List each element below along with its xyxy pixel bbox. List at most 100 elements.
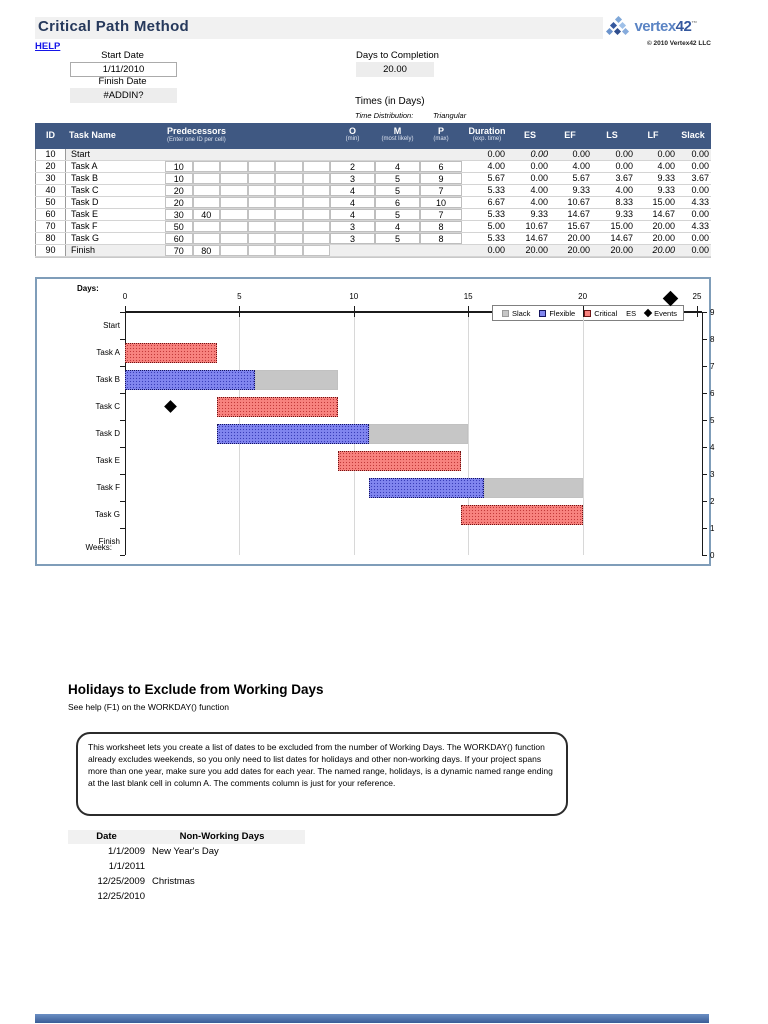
ls-cell: 8.33 [615,197,633,207]
predecessor-cell[interactable] [192,185,220,196]
holiday-date-cell[interactable]: 1/1/2009 [108,846,145,857]
table-row: 30 Task B 10 3 5 9 5.67 0.00 5.67 3.67 9.33 3.67 [35,173,711,185]
estimate-cell-p[interactable]: 6 [420,161,462,172]
predecessor-cell[interactable] [302,221,330,232]
estimate-cell-o[interactable]: 3 [330,233,375,244]
predecessor-cell[interactable] [302,197,330,208]
predecessor-cell[interactable] [302,209,330,220]
estimate-cell-p[interactable]: 8 [420,221,462,232]
predecessor-cell[interactable] [247,161,275,172]
holiday-date-cell[interactable]: 1/1/2011 [108,861,145,872]
ls-cell: 4.00 [615,185,633,195]
predecessor-cell[interactable] [302,245,330,256]
gantt-bar-flexible [216,423,370,444]
predecessor-cell[interactable] [220,173,248,184]
slack-cell: 0.00 [691,185,709,195]
predecessor-cell[interactable]: 10 [165,161,193,172]
predecessor-cell[interactable] [275,161,303,172]
predecessor-cell[interactable] [247,185,275,196]
holiday-date-cell[interactable]: 12/25/2010 [97,891,145,902]
predecessor-cell[interactable] [247,233,275,244]
estimate-cell-m[interactable]: 5 [375,173,420,184]
duration-cell: 0.00 [487,149,505,159]
estimate-cell-p[interactable]: 8 [420,233,462,244]
predecessor-cell[interactable]: 20 [165,185,193,196]
predecessor-cell[interactable]: 30 [165,209,193,220]
right-axis-tick-label: 0 [710,551,715,560]
predecessor-cell[interactable] [192,233,220,244]
predecessor-cell[interactable] [275,209,303,220]
predecessor-cell[interactable] [247,197,275,208]
holiday-date-cell[interactable]: 12/25/2009 [97,876,145,887]
gridline [468,312,470,555]
predecessor-cell[interactable] [220,197,248,208]
predecessor-cell[interactable] [302,161,330,172]
time-distribution-value: Triangular [433,111,467,120]
estimate-cell-p[interactable]: 10 [420,197,462,208]
predecessor-cell[interactable] [247,173,275,184]
predecessor-cell[interactable] [247,245,275,256]
help-link[interactable]: HELP [35,41,61,52]
predecessor-cell[interactable] [220,245,248,256]
estimate-cell-m[interactable]: 4 [375,221,420,232]
col-header-es: ES [523,130,536,140]
predecessor-cell[interactable] [275,185,303,196]
predecessor-cell[interactable] [192,173,220,184]
gantt-bar-slack [254,369,339,390]
x-axis-tick [239,306,241,317]
predecessor-cell[interactable] [302,173,330,184]
predecessor-cell[interactable] [302,233,330,244]
predecessor-cell[interactable] [275,197,303,208]
predecessor-cell[interactable] [220,161,248,172]
ef-cell: 15.67 [567,221,590,231]
category-axis-tick [120,501,125,502]
estimate-cell-o[interactable]: 3 [330,173,375,184]
estimate-cell-o[interactable]: 2 [330,161,375,172]
predecessor-cell[interactable]: 80 [192,245,220,256]
predecessor-cell[interactable] [220,221,248,232]
holiday-table-body: 1/1/2009 New Year's Day 1/1/2011 12/25/2009… [68,846,368,908]
estimate-cell-m[interactable]: 6 [375,197,420,208]
predecessor-cell[interactable]: 60 [165,233,193,244]
predecessor-cell[interactable] [275,221,303,232]
ls-cell: 0.00 [615,161,633,171]
x-axis-tick [125,306,126,317]
table-row: 20 Task A 10 2 4 6 4.00 0.00 4.00 0.00 4.00 0.00 [35,161,711,173]
estimate-cell-m[interactable]: 5 [375,209,420,220]
estimate-cell-o[interactable]: 4 [330,209,375,220]
col-header-ef: EF [564,130,576,140]
estimate-cell-o[interactable]: 4 [330,197,375,208]
estimate-cell-o[interactable]: 3 [330,221,375,232]
es-cell: 4.00 [530,197,548,207]
predecessor-cell[interactable]: 70 [165,245,193,256]
right-axis-tick [702,393,707,394]
predecessor-cell[interactable] [302,185,330,196]
estimate-cell-o[interactable]: 4 [330,185,375,196]
predecessor-cell[interactable] [220,185,248,196]
estimate-cell-m[interactable]: 5 [375,185,420,196]
predecessor-cell[interactable]: 20 [165,197,193,208]
predecessor-cell[interactable] [275,173,303,184]
estimate-cell-m[interactable]: 4 [375,161,420,172]
predecessor-cell[interactable] [247,209,275,220]
predecessor-cell[interactable]: 10 [165,173,193,184]
predecessor-cell[interactable] [192,161,220,172]
predecessor-cell[interactable] [275,245,303,256]
table-row: 90 Finish 70 80 0.00 20.00 20.00 20.00 20.00 0.00 [35,245,711,257]
predecessor-cell[interactable] [275,233,303,244]
predecessor-cell[interactable]: 50 [165,221,193,232]
predecessor-cell[interactable] [220,209,248,220]
predecessor-cell[interactable] [247,221,275,232]
estimate-cell-p[interactable]: 9 [420,173,462,184]
estimate-cell-p[interactable]: 7 [420,185,462,196]
holiday-name-cell[interactable]: Christmas [152,876,195,887]
estimate-cell-m[interactable]: 5 [375,233,420,244]
estimate-cell-p[interactable]: 7 [420,209,462,220]
gantt-chart: Days: Weeks: Slack Flexible Critical ES Even… [35,277,715,566]
predecessor-cell[interactable] [192,221,220,232]
holiday-name-cell[interactable]: New Year's Day [152,846,219,857]
predecessor-cell[interactable] [192,197,220,208]
start-date-input[interactable]: 1/11/2010 [70,62,177,77]
predecessor-cell[interactable]: 40 [192,209,220,220]
predecessor-cell[interactable] [220,233,248,244]
